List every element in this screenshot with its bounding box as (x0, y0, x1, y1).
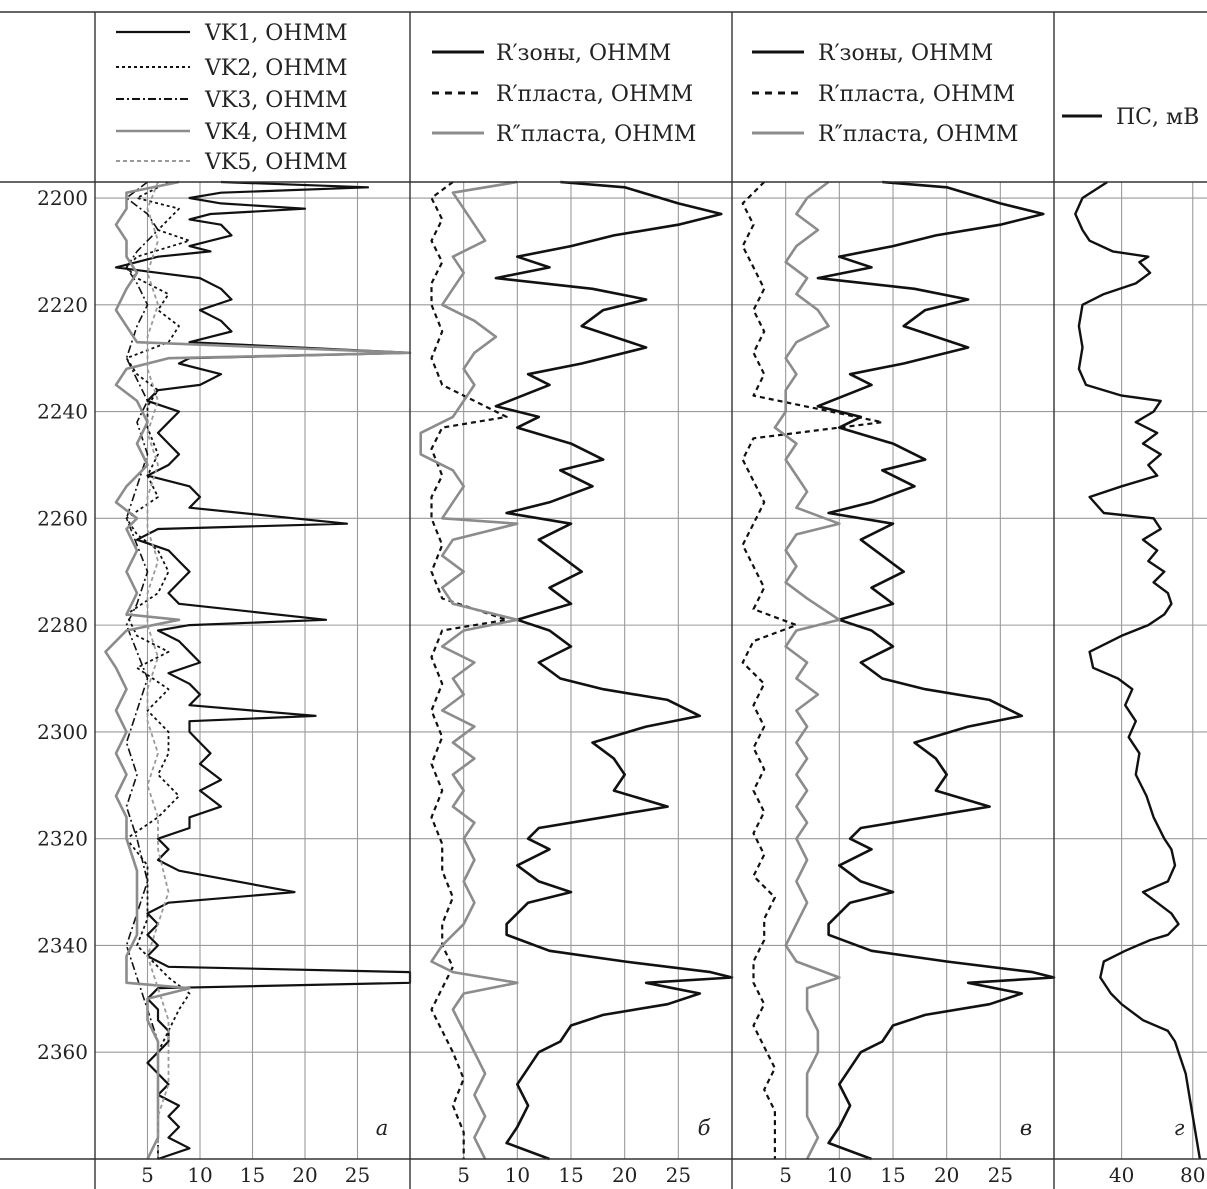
depth-tick-label: 2200 (37, 186, 88, 210)
depth-tick-label: 2240 (37, 400, 88, 424)
x-tick-label: 5 (141, 1163, 154, 1187)
legend-panel-c: R′зоны, OHMM R′пласта, OHMM R″пласта, OH… (752, 41, 1018, 147)
x-tick-label: 10 (827, 1163, 852, 1187)
legend-panel-d: ПС, мВ (1062, 105, 1199, 130)
depth-tick-label: 2360 (37, 1040, 88, 1064)
depth-tick-label: 2260 (37, 506, 88, 530)
x-tick-label: 80 (1180, 1163, 1205, 1187)
depth-tick-label: 2280 (37, 613, 88, 637)
x-tick-label: 20 (292, 1163, 317, 1187)
series-line (104, 180, 412, 1160)
x-tick-label: 40 (1109, 1163, 1134, 1187)
legend-label-rplast2-c: R″пласта, OHMM (818, 122, 1018, 147)
x-tick-label: 15 (880, 1163, 905, 1187)
panel-letter: б (698, 1116, 711, 1140)
legend-label-vk4: VK4, OHMM (204, 120, 348, 145)
depth-tick-label: 2220 (37, 293, 88, 317)
depth-tick-label: 2320 (37, 827, 88, 851)
series-line (146, 181, 170, 1159)
depth-tick-label: 2340 (37, 933, 88, 957)
legend-label-vk3: VK3, OHMM (204, 88, 348, 113)
x-tick-label: 25 (988, 1163, 1013, 1187)
x-tick-label: 25 (666, 1163, 691, 1187)
x-tick-label: 5 (457, 1163, 470, 1187)
x-tick-label: 20 (612, 1163, 637, 1187)
series-line (125, 181, 159, 1159)
series-line (494, 180, 734, 1161)
series-line (816, 180, 1056, 1161)
figure-frame (0, 11, 1207, 1189)
x-tick-label: 15 (558, 1163, 583, 1187)
depth-tick-label: 2300 (37, 720, 88, 744)
series-line (114, 180, 412, 1161)
legend-label-rplast1-b: R′пласта, OHMM (496, 82, 693, 107)
legend-label-ps: ПС, мВ (1116, 105, 1199, 130)
panel-letter: г (1174, 1116, 1185, 1140)
series-line (430, 181, 508, 1159)
legend-label-rzone-c: R′зоны, OHMM (818, 41, 993, 66)
x-tick-label: 25 (345, 1163, 370, 1187)
x-tick-label: 15 (240, 1163, 265, 1187)
series-line (419, 180, 519, 1160)
x-tick-label: 10 (187, 1163, 212, 1187)
series-layer (104, 180, 1202, 1161)
series-line (773, 180, 841, 1160)
panel-letter: в (1020, 1116, 1032, 1140)
legend-label-rplast1-c: R′пласта, OHMM (818, 82, 1015, 107)
legend-panel-a: VK1, OHMM VK2, OHMM VK3, OHMM VK4, OHMM … (116, 21, 348, 175)
series-line (741, 181, 884, 1159)
legend-label-vk1: VK1, OHMM (204, 21, 348, 46)
grid-layer (95, 182, 1207, 1159)
legend-label-vk2: VK2, OHMM (204, 56, 348, 81)
label-layer: 2200 2220 2240 2260 2280 2300 2320 2340 2360 5 10 1… (37, 186, 1205, 1187)
series-line (125, 181, 191, 1159)
legend-panel-b: R′зоны, OHMM R′пласта, OHMM R″пласта, OH… (432, 41, 696, 147)
legend-label-rzone-b: R′зоны, OHMM (496, 41, 671, 66)
legend-label-vk5: VK5, OHMM (204, 150, 348, 175)
x-tick-label: 20 (934, 1163, 959, 1187)
x-tick-label: 5 (779, 1163, 792, 1187)
panel-letter: а (376, 1116, 389, 1140)
x-tick-label: 10 (505, 1163, 530, 1187)
legend-label-rplast2-b: R″пласта, OHMM (496, 122, 696, 147)
series-line (1074, 180, 1202, 1160)
